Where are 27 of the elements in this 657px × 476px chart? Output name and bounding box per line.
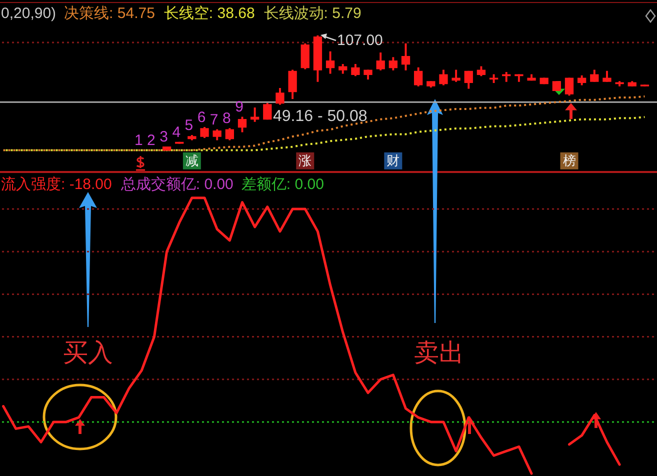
x-tick-label: 财: [386, 152, 400, 168]
x-tick-label: 涨: [298, 152, 312, 168]
text: 1: [134, 132, 143, 149]
annotation: 107.00: [337, 32, 383, 49]
text: 7: [210, 111, 218, 128]
annotation: 买入: [63, 339, 113, 367]
text: 决策线: 54.75: [64, 5, 155, 23]
annotation: 49.16 - 50.08: [273, 108, 368, 125]
annotation: 卖出: [414, 339, 464, 367]
text: 差额亿: 0.00: [241, 176, 324, 194]
text: 5: [184, 116, 194, 134]
chart-title: 0,20,90): [1, 5, 56, 23]
text: 4: [172, 124, 181, 141]
text: 6: [197, 108, 206, 126]
text: 流入强度: -18.00: [1, 176, 112, 194]
text: 2: [147, 132, 156, 149]
text: 长线空: 38.68: [164, 5, 255, 23]
candlestick: [552, 81, 562, 91]
x-tick-label: 榜: [562, 152, 576, 168]
text: 总成交额亿: 0.00: [120, 176, 234, 194]
candlestick: [540, 78, 548, 84]
x-tick-label: 减: [185, 152, 198, 168]
text: 长线波动: 5.79: [264, 5, 362, 23]
text: 3: [160, 128, 168, 146]
candlestick: [162, 146, 172, 151]
text: 9: [235, 98, 244, 116]
text: 8: [222, 110, 231, 128]
